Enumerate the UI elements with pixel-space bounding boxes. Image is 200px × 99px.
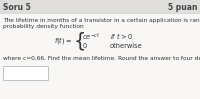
Text: $f(t) =$: $f(t) =$ [54,36,72,47]
Text: otherwise: otherwise [110,43,143,49]
Text: $\{$: $\{$ [73,30,85,52]
Bar [0,13,200,99]
Text: if $t > 0$: if $t > 0$ [110,31,133,41]
Text: $ce^{-ct}$: $ce^{-ct}$ [82,30,100,41]
Text: 5 puan: 5 puan [168,2,197,11]
Text: probability density function: probability density function [3,24,84,29]
Text: where c=0.66. Find the mean lifetime. Round the answer to four decimal places.: where c=0.66. Find the mean lifetime. Ro… [3,56,200,61]
Bar [0,0,200,13]
Bar [3,66,48,80]
Text: Soru 5: Soru 5 [3,2,31,11]
Text: The lifetime in months of a transistor in a certain application is random with: The lifetime in months of a transistor i… [3,18,200,23]
Text: $0$: $0$ [82,41,88,50]
